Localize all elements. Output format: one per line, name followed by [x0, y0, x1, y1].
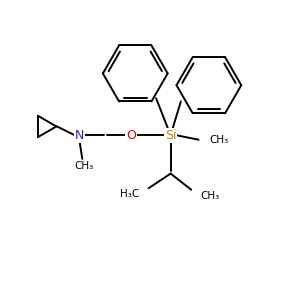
Text: Si: Si: [165, 129, 176, 142]
Text: H₃C: H₃C: [120, 189, 140, 199]
Text: CH₃: CH₃: [209, 135, 228, 145]
Text: O: O: [126, 129, 136, 142]
Text: CH₃: CH₃: [200, 190, 219, 201]
Text: CH₃: CH₃: [74, 161, 93, 171]
Text: N: N: [75, 129, 84, 142]
